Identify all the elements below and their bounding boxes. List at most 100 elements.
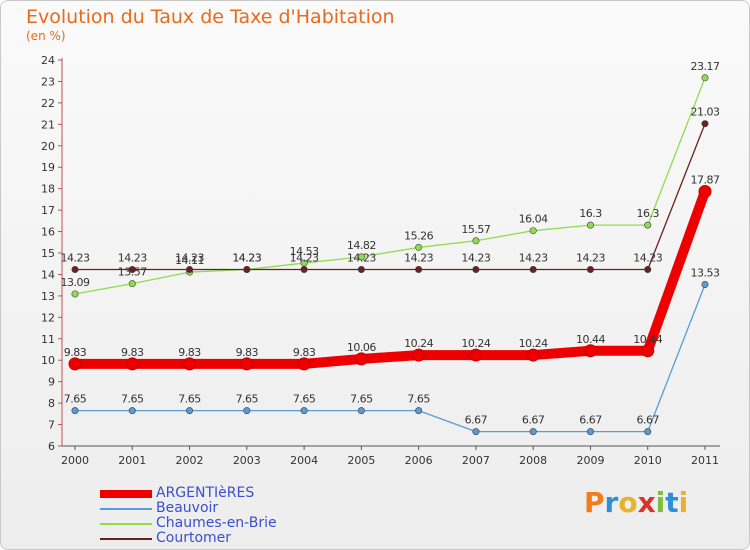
data-point — [300, 407, 308, 415]
data-point — [415, 407, 423, 415]
data-label: 14.23 — [633, 252, 662, 265]
y-tick-label: 17 — [41, 204, 55, 217]
x-tick-label: 2004 — [290, 454, 318, 467]
data-label: 7.65 — [121, 393, 144, 406]
chart-title: Evolution du Taux de Taxe d'Habitation — [26, 6, 395, 28]
data-label: 10.44 — [633, 333, 662, 346]
data-label: 6.67 — [465, 414, 488, 427]
data-point — [186, 407, 194, 415]
data-point — [357, 407, 365, 415]
data-point — [243, 407, 251, 415]
legend-swatch — [100, 508, 152, 510]
data-label: 16.04 — [519, 213, 548, 226]
data-point — [357, 266, 365, 274]
data-point — [125, 357, 139, 371]
data-point — [240, 357, 254, 371]
data-label: 7.65 — [236, 393, 259, 406]
x-tick-label: 2010 — [634, 454, 662, 467]
data-point — [586, 221, 594, 229]
legend-swatch — [100, 538, 152, 540]
x-tick-label: 2005 — [347, 454, 375, 467]
data-point — [586, 428, 594, 436]
data-label: 9.83 — [236, 346, 259, 359]
data-label: 10.24 — [519, 337, 548, 350]
data-point — [357, 253, 365, 261]
data-point — [297, 357, 311, 371]
data-point — [586, 266, 594, 274]
legend-label: Chaumes-en-Brie — [156, 515, 277, 531]
logo-letter: o — [618, 486, 638, 519]
data-point — [186, 266, 194, 274]
data-point — [698, 184, 712, 198]
data-label: 21.03 — [691, 106, 720, 119]
series-line — [74, 123, 706, 271]
x-tick-label: 2009 — [576, 454, 604, 467]
y-tick-label: 22 — [41, 97, 55, 110]
data-label: 14.23 — [519, 252, 548, 265]
series-line — [70, 186, 710, 369]
logo-letter: x — [637, 486, 656, 519]
y-tick-label: 18 — [41, 183, 55, 196]
y-tick-label: 14 — [41, 268, 55, 281]
data-label: 14.23 — [61, 252, 90, 265]
data-point — [128, 280, 136, 288]
x-tick-label: 2008 — [519, 454, 547, 467]
data-label: 13.57 — [118, 266, 147, 279]
data-label: 14.23 — [232, 252, 261, 265]
y-tick-label: 23 — [41, 75, 55, 88]
data-label: 14.53 — [290, 245, 319, 258]
data-label: 7.65 — [64, 393, 87, 406]
data-point — [529, 227, 537, 235]
y-tick-label: 16 — [41, 226, 55, 239]
data-label: 14.23 — [232, 252, 261, 265]
data-point — [243, 266, 251, 274]
data-label: 14.11 — [175, 254, 204, 267]
legend-label: Courtomer — [156, 530, 232, 546]
y-tick-label: 20 — [41, 140, 55, 153]
data-point — [529, 266, 537, 274]
x-tick-label: 2000 — [61, 454, 89, 467]
data-label: 10.44 — [576, 333, 605, 346]
y-tick-label: 11 — [41, 333, 55, 346]
data-point — [128, 266, 136, 274]
chart-subtitle: (en %) — [26, 29, 66, 43]
data-label: 6.67 — [579, 414, 602, 427]
y-tick-label: 7 — [48, 419, 55, 432]
data-label: 16.3 — [579, 207, 602, 220]
data-point — [644, 221, 652, 229]
x-tick-label: 2001 — [118, 454, 146, 467]
x-tick-label: 2011 — [691, 454, 719, 467]
y-tick-label: 24 — [41, 54, 55, 67]
y-tick-label: 9 — [48, 376, 55, 389]
x-tick-label: 2002 — [176, 454, 204, 467]
data-label: 7.65 — [407, 393, 430, 406]
y-tick-label: 6 — [48, 440, 55, 453]
legend-swatch — [100, 490, 152, 498]
y-tick-label: 8 — [48, 397, 55, 410]
data-point — [183, 357, 197, 371]
data-point — [71, 266, 79, 274]
logo-letter: t — [665, 486, 679, 519]
y-tick-label: 12 — [41, 311, 55, 324]
data-label: 14.23 — [461, 252, 490, 265]
data-point — [472, 237, 480, 245]
data-label: 14.23 — [118, 252, 147, 265]
data-label: 15.57 — [461, 223, 490, 236]
y-tick-label: 15 — [41, 247, 55, 260]
data-point — [526, 348, 540, 362]
data-label: 14.23 — [290, 252, 319, 265]
x-tick-label: 2007 — [462, 454, 490, 467]
data-label: 14.23 — [576, 252, 605, 265]
data-point — [300, 266, 308, 274]
data-point — [644, 428, 652, 436]
data-label: 23.17 — [691, 60, 720, 73]
y-tick-label: 13 — [41, 290, 55, 303]
data-label: 9.83 — [121, 346, 144, 359]
y-tick-label: 10 — [41, 354, 55, 367]
data-point — [415, 266, 423, 274]
data-label: 14.23 — [404, 252, 433, 265]
data-label: 14.23 — [175, 252, 204, 265]
data-label: 10.24 — [404, 337, 433, 350]
proxiti-logo: Proxiti — [584, 486, 688, 519]
